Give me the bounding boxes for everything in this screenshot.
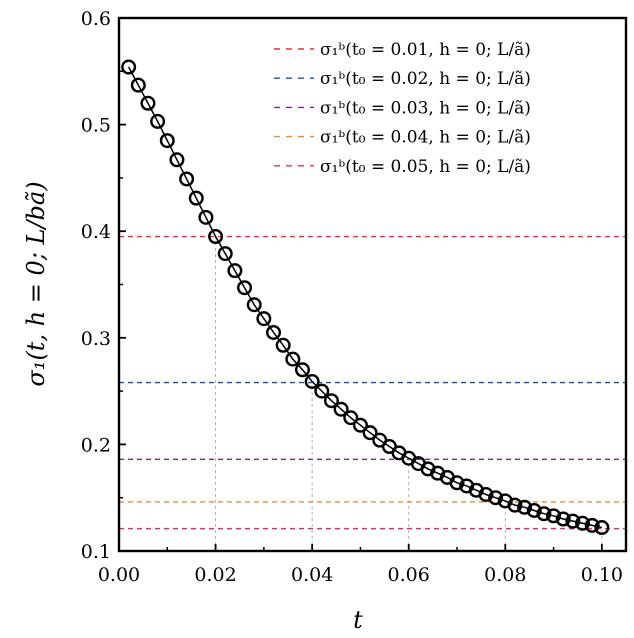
data-point — [449, 475, 465, 491]
legend-label-2: σ₁ᵇ(t₀ = 0.02, h = 0; L/ã) — [320, 69, 531, 89]
x-axis-label: t — [353, 606, 363, 634]
data-point — [343, 410, 359, 426]
data-point — [555, 511, 571, 527]
x-tick-label: 0.06 — [388, 564, 430, 586]
x-tick-label: 0.10 — [581, 564, 623, 586]
legend-label-3: σ₁ᵇ(t₀ = 0.03, h = 0; L/ã) — [320, 98, 531, 118]
data-point — [314, 383, 330, 399]
data-point — [237, 280, 253, 296]
y-tick-label: 0.5 — [81, 115, 111, 137]
data-point — [594, 520, 610, 536]
y-tick-label: 0.6 — [81, 8, 111, 30]
data-point — [575, 515, 591, 531]
y-tick-label: 0.2 — [81, 434, 111, 456]
legend-label-4: σ₁ᵇ(t₀ = 0.04, h = 0; L/ã) — [320, 128, 531, 148]
data-point — [584, 517, 600, 533]
data-point — [304, 374, 320, 390]
data-point — [217, 246, 233, 262]
data-point — [565, 513, 581, 529]
data-point — [227, 263, 243, 279]
data-point — [517, 499, 533, 515]
data-point — [130, 77, 146, 93]
data-point — [246, 297, 262, 313]
legend-label-5: σ₁ᵇ(t₀ = 0.05, h = 0; L/ã) — [320, 157, 531, 177]
y-axis-label: σ₁(t, h = 0; L/bã) — [22, 181, 50, 386]
data-point — [140, 95, 156, 111]
y-tick-label: 0.1 — [81, 541, 111, 563]
data-point — [478, 487, 494, 503]
data-point — [208, 229, 224, 245]
x-tick-label: 0.02 — [194, 564, 236, 586]
data-point — [275, 337, 291, 353]
data-point — [188, 190, 204, 206]
data-point — [169, 152, 185, 168]
data-point — [526, 502, 542, 518]
x-tick-label: 0.04 — [291, 564, 333, 586]
data-point — [159, 133, 175, 149]
data-point — [179, 171, 195, 187]
data-point — [362, 425, 378, 441]
data-point — [507, 497, 523, 513]
data-point — [285, 351, 301, 367]
data-point — [488, 490, 504, 506]
data-point — [121, 59, 137, 75]
x-tick-label: 0.00 — [98, 564, 140, 586]
y-tick-label: 0.4 — [81, 221, 111, 243]
x-tick-label: 0.08 — [484, 564, 526, 586]
data-point — [198, 209, 214, 225]
data-point — [536, 506, 552, 522]
data-point — [333, 401, 349, 417]
legend-label-1: σ₁ᵇ(t₀ = 0.01, h = 0; L/ã) — [320, 40, 531, 60]
data-point — [150, 113, 166, 129]
data-point — [323, 393, 339, 409]
data-point — [266, 324, 282, 340]
data-point — [294, 362, 310, 378]
data-point — [546, 508, 562, 524]
data-point — [256, 311, 272, 327]
y-tick-label: 0.3 — [81, 328, 111, 350]
data-point — [352, 417, 368, 433]
